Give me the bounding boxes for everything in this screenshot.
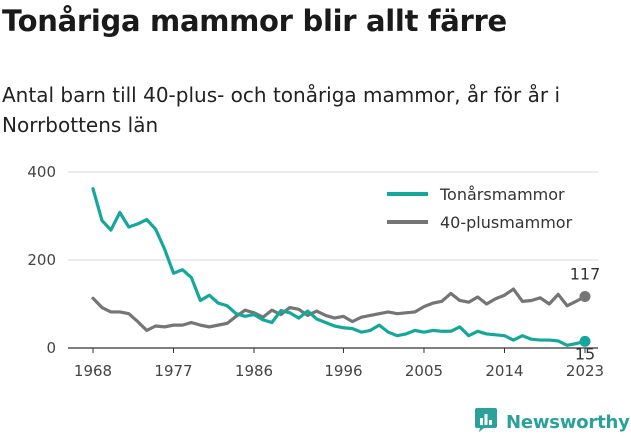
- chart-subtitle: Antal barn till 40-plus- och tonåriga ma…: [2, 83, 561, 137]
- x-axis-ticks: 1968 1977 1986 1996 2005 2014 2023: [74, 348, 604, 380]
- x-tick-label: 2014: [485, 362, 523, 380]
- x-tick-label: 2023: [566, 362, 604, 380]
- series-end-label-0: 15: [575, 344, 595, 363]
- series-end-point-1: [579, 291, 591, 303]
- series-end-label-1: 117: [570, 265, 601, 284]
- series-line-0: [91, 187, 587, 347]
- brand-name: Newsworthy: [506, 411, 630, 433]
- bar-chart-logo-icon: [474, 407, 498, 437]
- grid-lines: [68, 171, 598, 349]
- legend: Tonårsmammor 40-plusmammor: [387, 185, 573, 232]
- x-tick-label: 1986: [235, 362, 273, 380]
- series-lines: 117 15: [91, 187, 601, 363]
- x-tick-label: 1996: [324, 362, 362, 380]
- series-line-1: [91, 287, 587, 332]
- y-tick-label: 200: [27, 251, 56, 269]
- x-tick-label: 1977: [154, 362, 192, 380]
- series-end-point-0: [579, 335, 591, 347]
- legend-label-0: Tonårsmammor: [439, 185, 565, 204]
- x-tick-label: 2005: [405, 362, 443, 380]
- newsworthy-logo: Newsworthy: [474, 407, 630, 437]
- y-axis-ticks: 0 200 400: [27, 163, 56, 357]
- y-tick-label: 0: [46, 339, 56, 357]
- y-tick-label: 400: [27, 163, 56, 181]
- x-tick-label: 1968: [74, 362, 112, 380]
- chart-title: Tonåriga mammor blir allt färre: [2, 4, 507, 38]
- legend-label-1: 40-plusmammor: [440, 213, 573, 232]
